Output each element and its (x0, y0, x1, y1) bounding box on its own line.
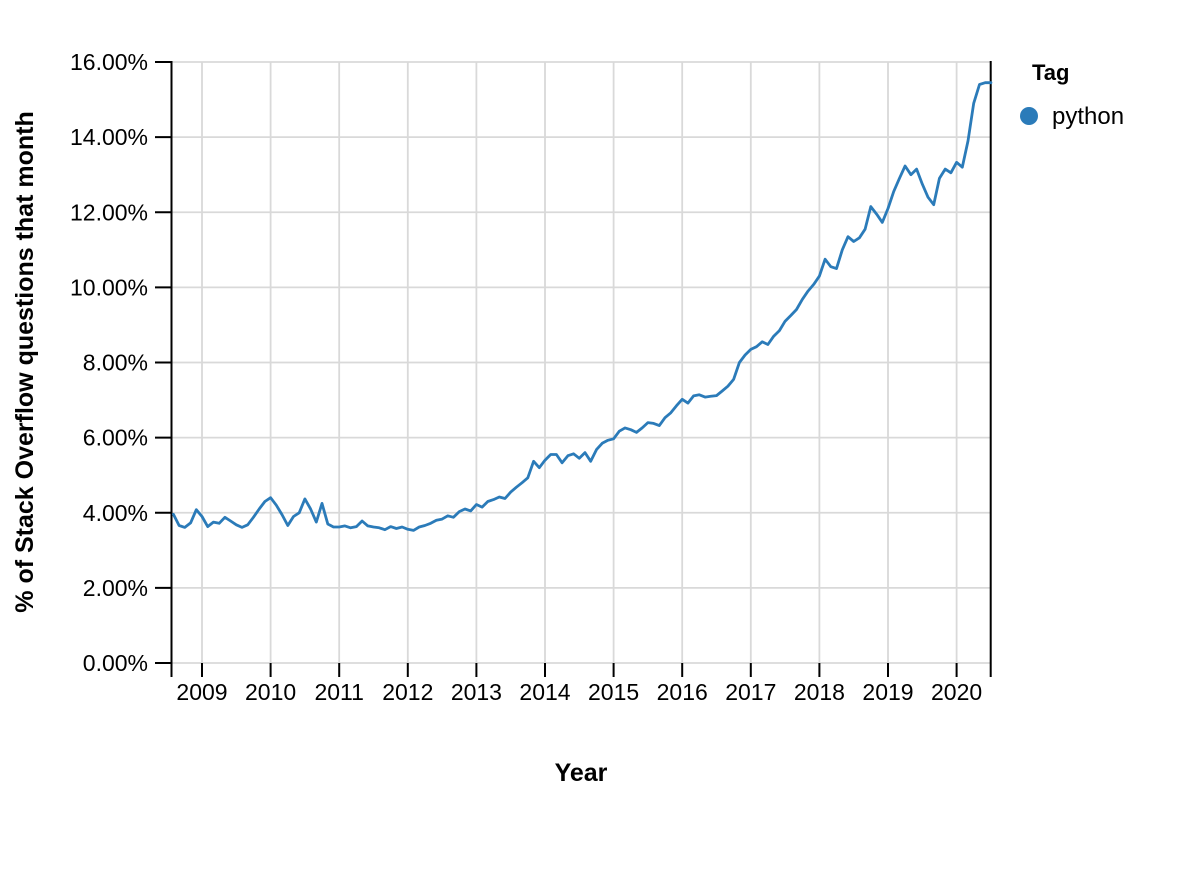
x-tick-label: 2016 (657, 679, 708, 705)
x-tick-label: 2019 (862, 679, 913, 705)
legend-label-python[interactable]: python (1052, 103, 1124, 130)
x-tick-label: 2020 (931, 679, 982, 705)
x-tick-label: 2011 (314, 679, 363, 705)
legend-title: Tag (1032, 60, 1069, 85)
x-tick-label: 2015 (588, 679, 639, 705)
gridlines (171, 61, 991, 664)
y-tick-label: 8.00% (83, 350, 148, 376)
y-axis-title: % of Stack Overflow questions that month (11, 111, 39, 612)
legend-swatch-python-icon[interactable] (1020, 107, 1038, 125)
y-tick-label: 16.00% (70, 49, 148, 75)
x-axis-title: Year (555, 759, 608, 787)
x-tick-labels: 2009 2010 2011 2012 2013 2014 2015 2016 2017 2018… (176, 679, 982, 705)
x-tick-label: 2013 (451, 679, 502, 705)
y-tick-label: 2.00% (83, 575, 148, 601)
x-tick-label: 2009 (176, 679, 227, 705)
y-tick-label: 4.00% (83, 500, 148, 526)
x-tick-label: 2017 (725, 679, 776, 705)
x-tick-label: 2018 (794, 679, 845, 705)
y-tick-label: 0.00% (83, 650, 148, 676)
x-tick-label: 2014 (519, 679, 570, 705)
x-tick-label: 2010 (245, 679, 296, 705)
y-tick-label: 10.00% (70, 274, 148, 300)
y-tick-label: 12.00% (70, 199, 148, 225)
x-tick-label: 2012 (382, 679, 433, 705)
y-tick-labels: 0.00% 2.00% 4.00% 6.00% 8.00% 10.00% 12.00% 14.… (70, 49, 148, 676)
legend: Tag python (1020, 60, 1124, 130)
y-tick-label: 6.00% (83, 425, 148, 451)
axis-tick-marks (155, 61, 958, 677)
y-tick-label: 14.00% (70, 124, 148, 150)
python-trend-line[interactable] (172, 81, 993, 532)
